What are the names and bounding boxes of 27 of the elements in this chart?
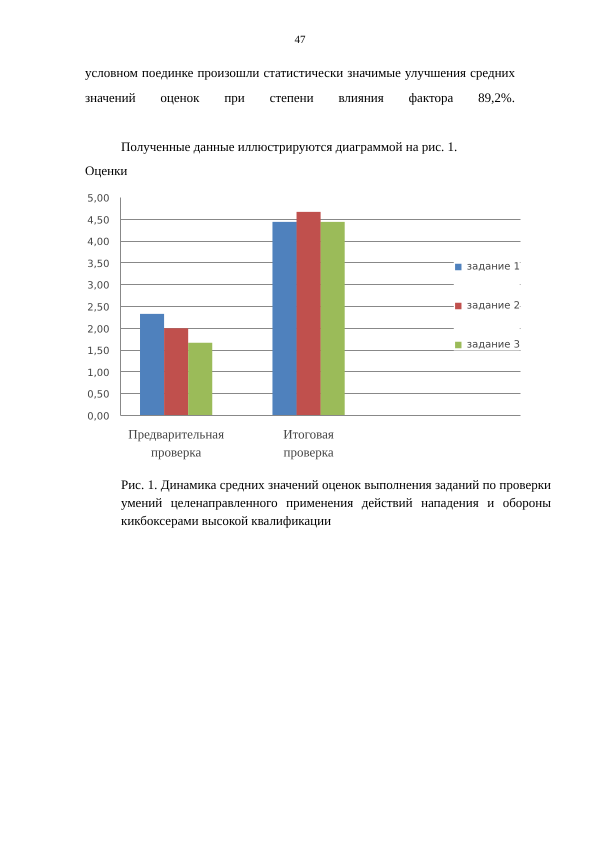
text: Полученные данные иллюстрируются диаграммой на рис. 1.	[121, 138, 458, 156]
x-tick-label: Предварительная проверка	[128, 426, 224, 460]
x-tick-label: Итоговая проверка	[283, 426, 334, 460]
y-tick-label: 5,00	[87, 193, 110, 204]
y-tick-label: 0,00	[87, 411, 110, 422]
y-tick-label: 0,50	[87, 389, 110, 400]
text: 47	[294, 33, 306, 48]
y-tick-label: 2,50	[87, 302, 110, 314]
bar	[320, 222, 345, 416]
bar	[296, 212, 321, 416]
bar	[140, 314, 164, 416]
bar	[272, 222, 297, 416]
y-tick-label: 2,00	[87, 324, 110, 335]
y-tick-label: 4,00	[87, 236, 110, 248]
y-tick-label: 3,50	[87, 258, 110, 270]
bar	[164, 328, 188, 416]
y-tick-label: 3,00	[87, 280, 110, 292]
y-tick-label: 1,00	[87, 368, 110, 379]
y-axis-title: Оценки	[85, 162, 128, 180]
text: Рис. 1. Динамика средних значений оценок выполнения заданий по проверки умений целенаправленного применения действий нападения и обороны кикбоксерами высокой квалификации	[121, 476, 551, 530]
y-tick-label: 1,50	[87, 346, 110, 357]
y-tick-label: 4,50	[87, 214, 110, 226]
legend-label: задание 2	[466, 300, 520, 312]
legend-label: задание 1	[466, 261, 520, 272]
legend-label: задание 3	[466, 339, 520, 350]
text: условном поединке произошли статистически значимые улучшения средних значений оценок при степени влияния фактора 89,2%.	[85, 64, 515, 107]
bar	[188, 342, 212, 416]
